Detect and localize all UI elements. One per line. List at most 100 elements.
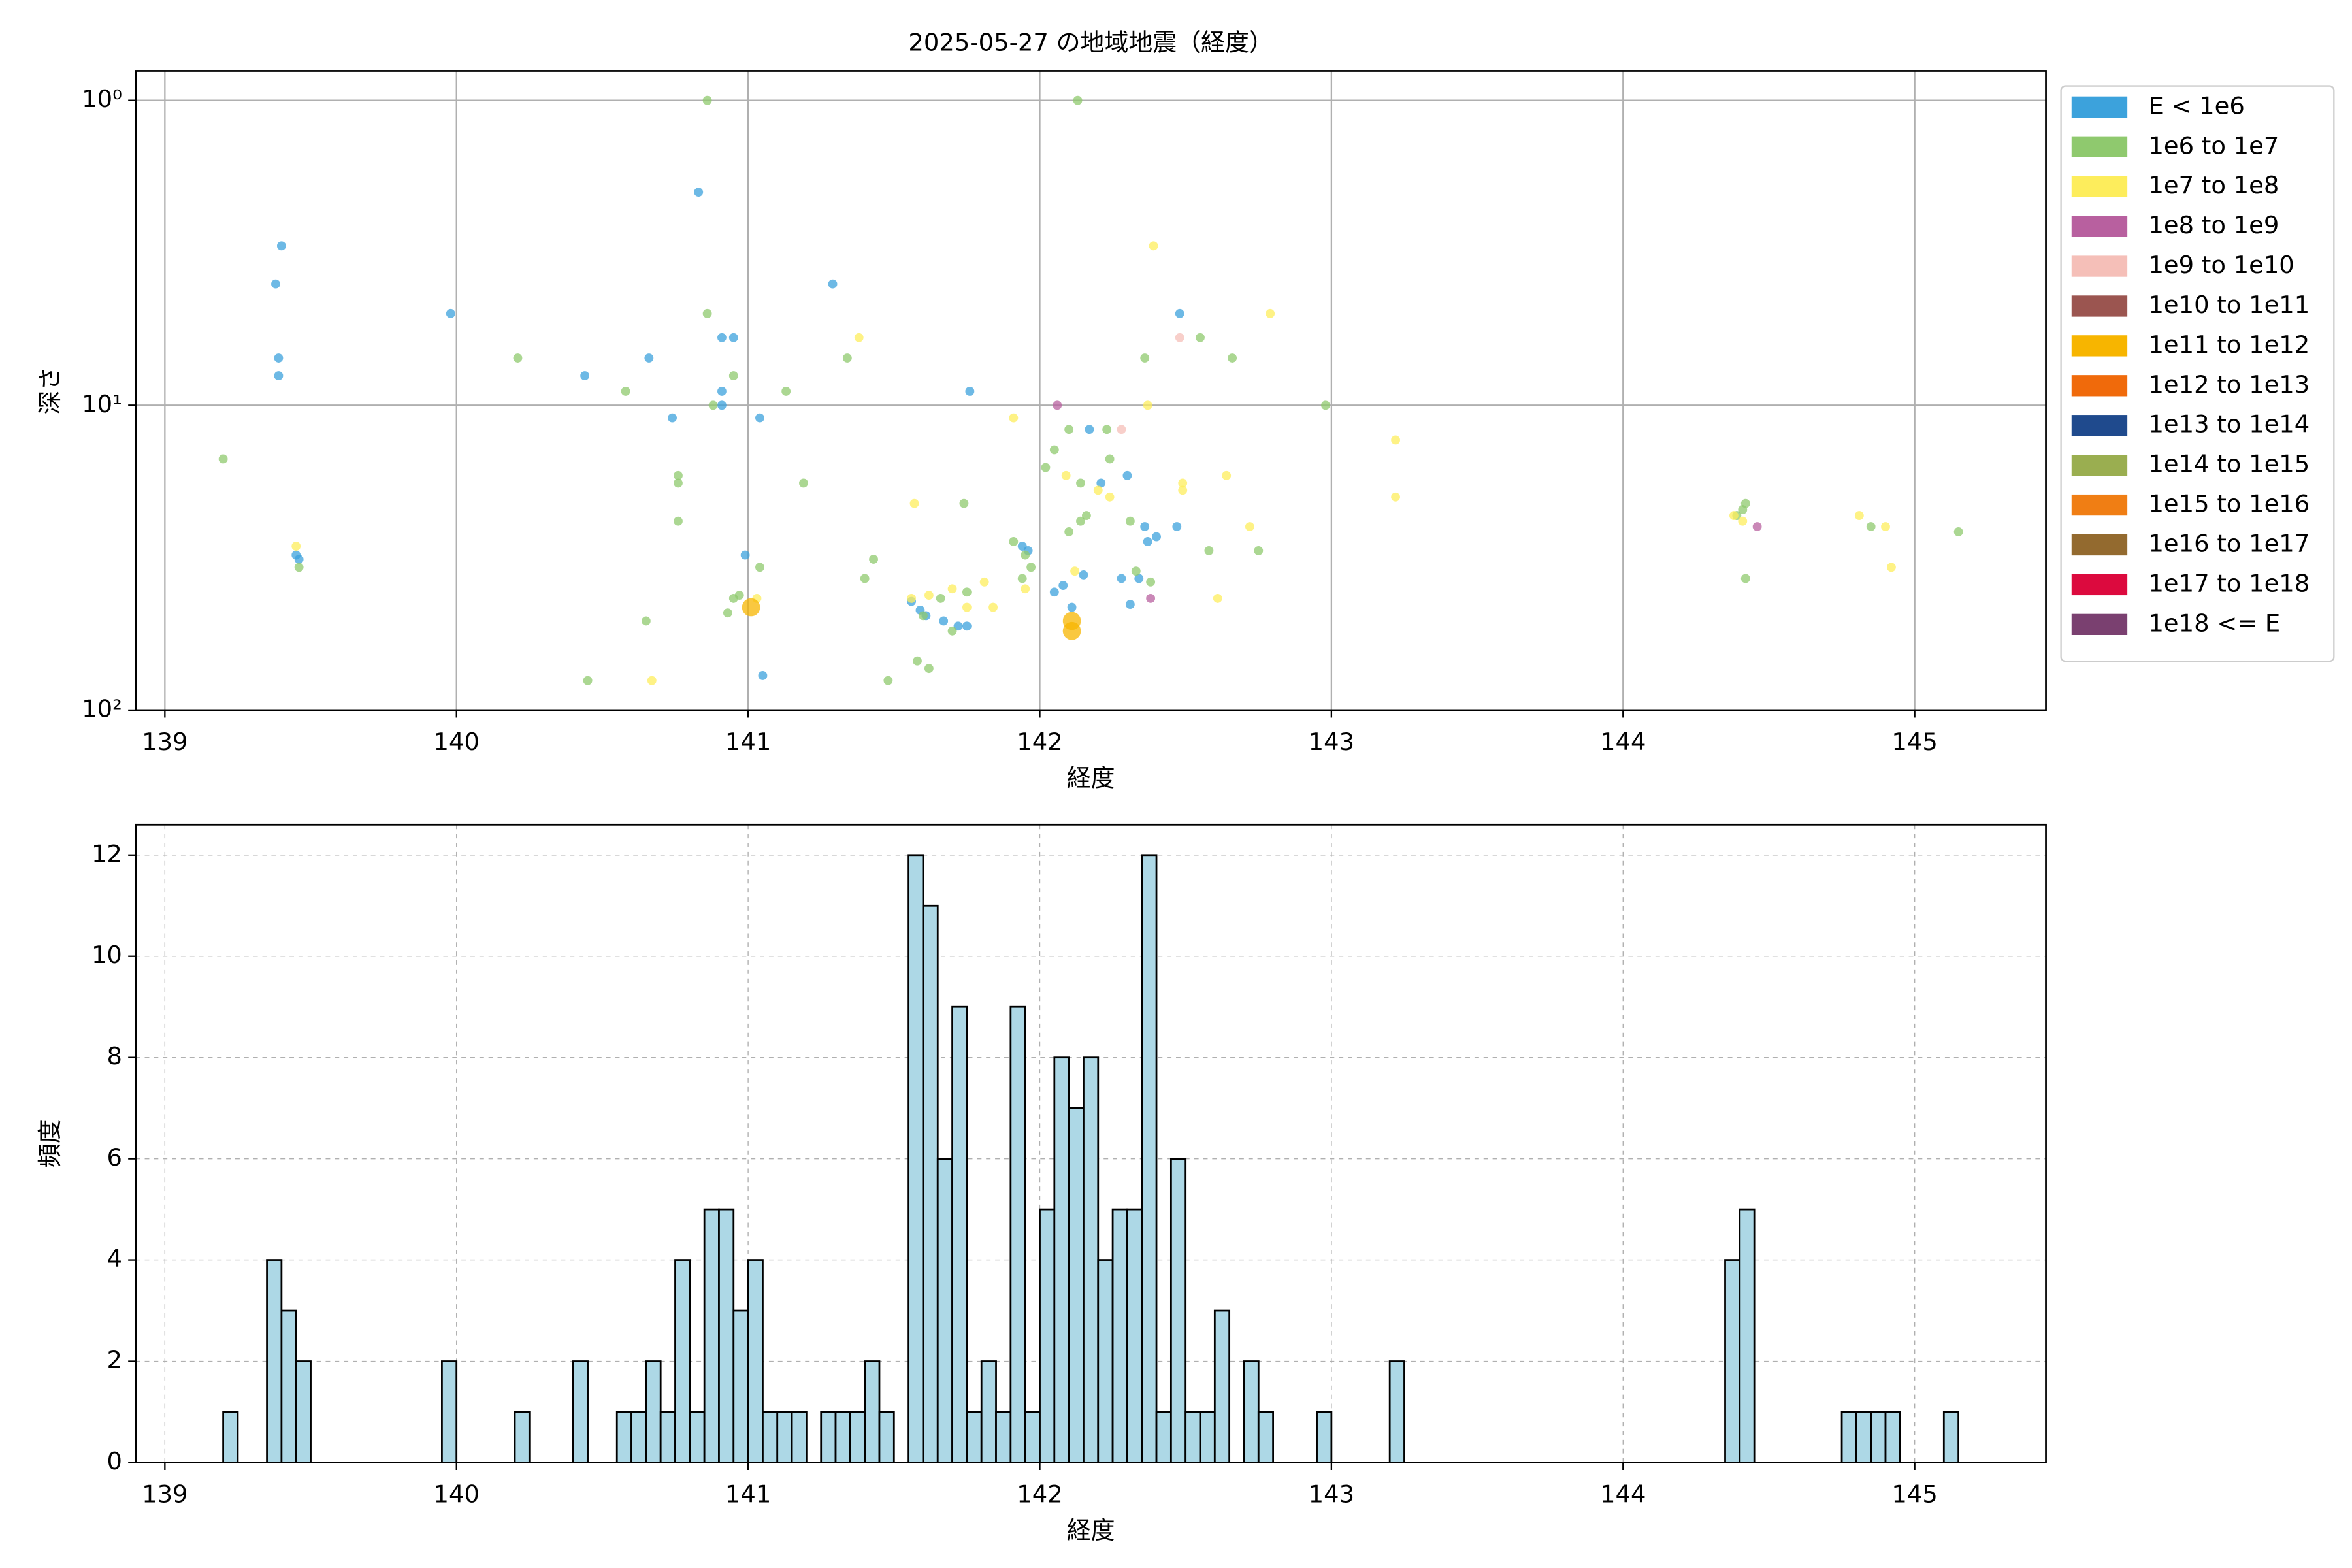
x-tick-label: 143	[1309, 1480, 1354, 1509]
scatter-point	[1117, 425, 1126, 434]
scatter-point	[1017, 574, 1027, 583]
scatter-point	[755, 413, 764, 423]
scatter-point	[583, 676, 593, 685]
scatter-point	[621, 387, 630, 396]
legend-swatch	[2071, 415, 2128, 436]
chart-title: 2025-05-27 の地域地震（経度）	[908, 28, 1273, 56]
scatter-point	[1175, 333, 1184, 342]
histogram-bar	[1199, 1411, 1216, 1463]
histogram-bar	[864, 1360, 881, 1463]
scatter-point	[647, 676, 657, 685]
scatter-point	[1062, 612, 1081, 630]
histogram-bar	[1388, 1360, 1405, 1463]
y-axis-label: 頻度	[36, 1119, 64, 1168]
scatter-point	[271, 279, 280, 289]
histogram-bar	[514, 1411, 531, 1463]
legend-swatch	[2071, 136, 2128, 157]
histogram-bar	[1111, 1208, 1128, 1463]
scatter-point	[1041, 463, 1051, 472]
histogram-bar	[907, 854, 924, 1463]
legend-box	[2060, 85, 2335, 662]
scatter-point	[939, 616, 949, 626]
scatter-point	[1049, 445, 1059, 455]
scatter-point	[674, 478, 683, 488]
scatter-point	[1887, 563, 1896, 572]
histogram-bar	[966, 1411, 983, 1463]
histogram-bar	[630, 1411, 647, 1463]
x-axis-label: 経度	[1067, 764, 1115, 792]
histogram-bar	[1169, 1158, 1187, 1463]
scatter-point	[755, 563, 764, 572]
histogram-bar	[645, 1360, 662, 1463]
legend-swatch	[2071, 176, 2128, 197]
scatter-point	[1067, 602, 1077, 612]
x-tick-label: 140	[433, 728, 479, 756]
scatter-point	[1064, 425, 1074, 434]
scatter-point	[907, 593, 917, 603]
histogram-bar	[1316, 1411, 1333, 1463]
scatter-point	[446, 308, 455, 318]
histogram-bar	[659, 1411, 676, 1463]
scatter-point	[1738, 516, 1748, 526]
histogram-bar	[1039, 1208, 1056, 1463]
histogram-bar	[1243, 1360, 1260, 1463]
scatter-point	[274, 353, 284, 363]
scatter-point	[919, 611, 928, 621]
histogram-bar	[1053, 1056, 1070, 1463]
scatter-point	[728, 371, 738, 381]
scatter-point	[988, 602, 998, 612]
x-tick-label: 141	[725, 728, 771, 756]
scatter-point	[1076, 516, 1085, 526]
scatter-point	[717, 400, 727, 410]
histogram-bar	[1213, 1309, 1231, 1463]
scatter-point	[860, 574, 870, 583]
scatter-point	[965, 387, 975, 396]
scatter-point	[1105, 454, 1115, 464]
legend-swatch	[2071, 494, 2128, 516]
scatter-point	[1064, 527, 1074, 536]
scatter-point	[1196, 333, 1205, 342]
histogram-bar	[995, 1411, 1012, 1463]
x-tick-label: 144	[1600, 728, 1646, 756]
x-tick-label: 142	[1017, 1480, 1062, 1509]
histogram-bar	[295, 1360, 312, 1463]
scatter-point	[1866, 522, 1876, 531]
scatter-point	[702, 95, 712, 105]
y-tick-label: 2	[106, 1346, 122, 1374]
histogram-bar	[980, 1360, 997, 1463]
legend-label: 1e10 to 1e11	[2148, 291, 2310, 319]
scatter-point	[1117, 574, 1126, 583]
histogram-bar	[703, 1208, 720, 1463]
legend-label: 1e9 to 1e10	[2148, 251, 2294, 279]
scatter-point	[947, 584, 957, 594]
scatter-point	[708, 400, 718, 410]
y-tick-label: 0	[106, 1447, 122, 1475]
scatter-point	[1061, 470, 1071, 480]
scatter-point	[924, 591, 934, 600]
scatter-point	[1076, 478, 1085, 488]
scatter-point	[1009, 537, 1019, 546]
legend-swatch	[2071, 96, 2128, 118]
scatter-point	[1009, 413, 1019, 423]
y-tick-label: 10⁰	[82, 85, 122, 113]
scatter-point	[1149, 241, 1158, 251]
x-tick-label: 145	[1891, 1480, 1937, 1509]
histogram-bar	[1840, 1411, 1857, 1463]
legend-label: 1e14 to 1e15	[2148, 450, 2310, 478]
scatter-point	[1122, 470, 1132, 480]
x-tick-label: 142	[1017, 728, 1062, 756]
x-tick-label: 145	[1891, 728, 1937, 756]
scatter-point	[668, 413, 677, 423]
scatter-point	[962, 602, 972, 612]
legend-label: 1e8 to 1e9	[2148, 211, 2279, 239]
scatter-point	[924, 664, 934, 674]
scatter-point	[1953, 527, 1963, 536]
histogram-bar	[1068, 1107, 1085, 1463]
y-tick-label: 10	[91, 941, 122, 969]
scatter-point	[962, 621, 972, 631]
legend-swatch	[2071, 375, 2128, 397]
histogram-bar	[1184, 1411, 1201, 1463]
scatter-point	[1021, 584, 1030, 594]
legend-label: 1e13 to 1e14	[2148, 410, 2310, 438]
